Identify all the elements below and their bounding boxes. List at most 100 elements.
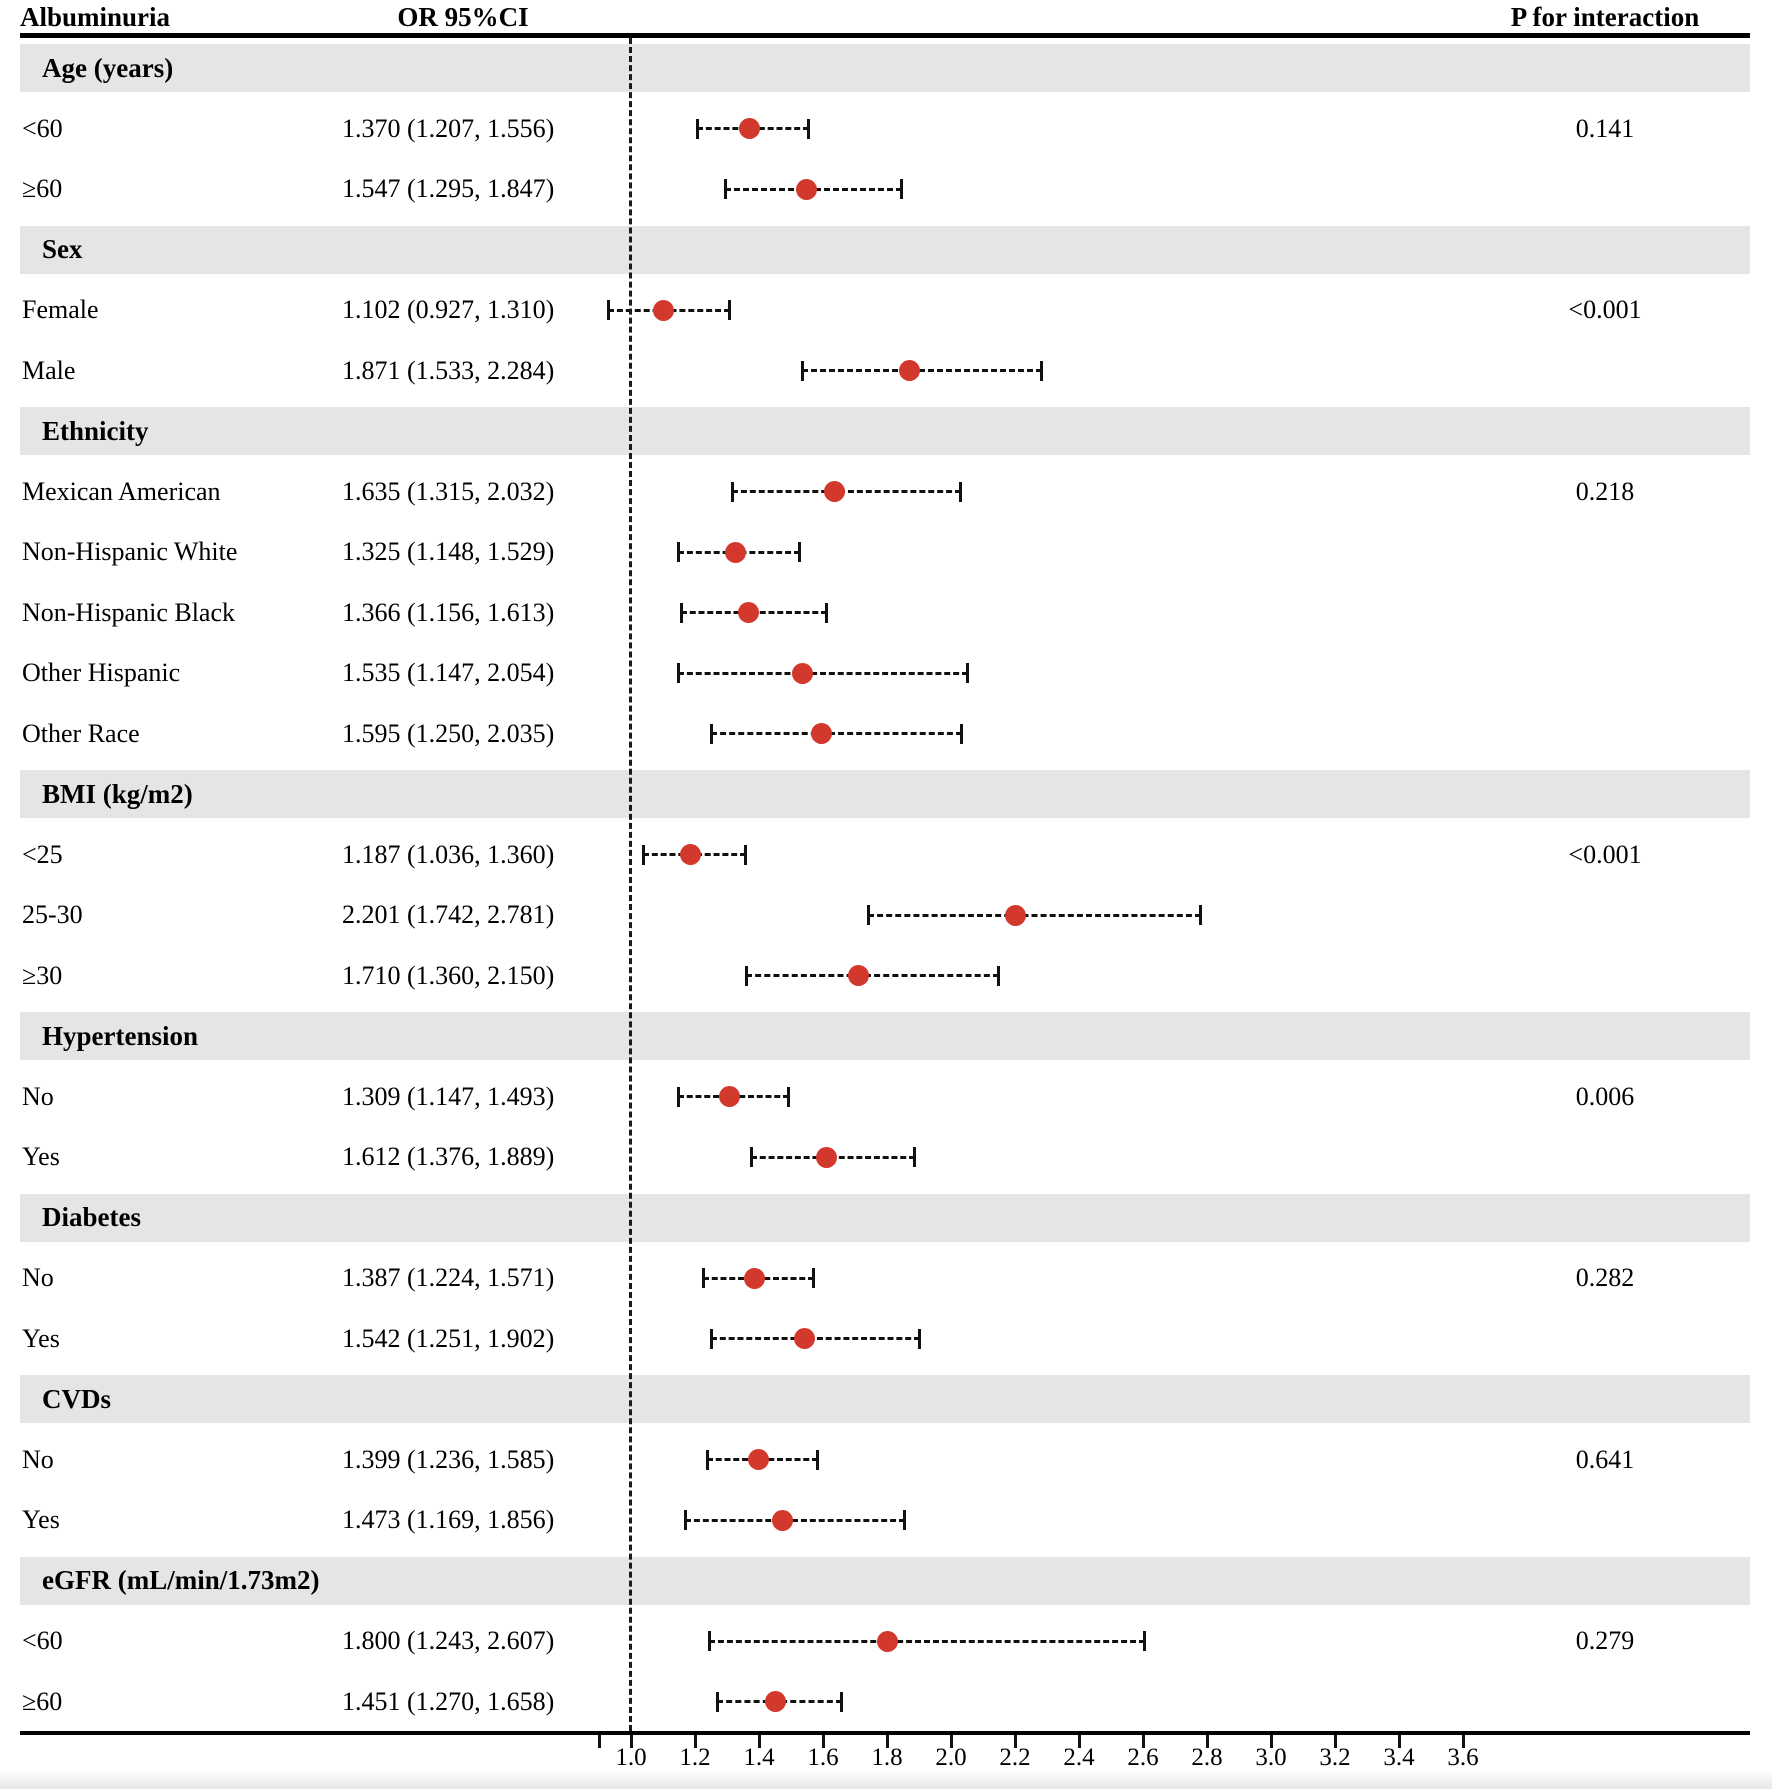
- or-ci-value: 1.387 (1.224, 1.571): [342, 1263, 555, 1293]
- axis-tick: [630, 1735, 633, 1748]
- or-point: [738, 118, 760, 140]
- axis-tick: [822, 1735, 825, 1748]
- or-point: [748, 1449, 770, 1471]
- subgroup-label: Non-Hispanic Black: [22, 597, 236, 627]
- axis-tick: [1334, 1735, 1337, 1748]
- group-band: eGFR (mL/min/1.73m2): [20, 1556, 1750, 1605]
- ci-cap-high: [806, 118, 810, 139]
- ci-cap-low: [724, 179, 728, 200]
- ci-cap-high: [997, 965, 1000, 986]
- ci-cap-low: [710, 1328, 714, 1349]
- ci-cap-low: [705, 1449, 709, 1470]
- axis-tick-label: 1.0: [615, 1744, 647, 1771]
- axis-tick: [886, 1735, 889, 1748]
- ci-cap-low: [867, 905, 871, 926]
- subgroup-label: Male: [22, 355, 76, 385]
- or-ci-value: 1.871 (1.533, 2.284): [342, 355, 555, 385]
- group-band: Ethnicity: [20, 407, 1750, 455]
- or-ci-value: 1.542 (1.251, 1.902): [342, 1323, 555, 1353]
- or-ci-value: 1.710 (1.360, 2.150): [342, 960, 555, 990]
- or-ci-value: 1.635 (1.315, 2.032): [342, 476, 555, 506]
- ci-cap-low: [677, 663, 681, 684]
- axis-tick: [1206, 1735, 1209, 1748]
- group-label: Hypertension: [42, 1020, 199, 1051]
- group-label: eGFR (mL/min/1.73m2): [42, 1565, 320, 1595]
- ci-cap-low: [800, 360, 804, 381]
- ci-cap-high: [839, 1691, 843, 1712]
- subgroup-label: 25-30: [22, 900, 83, 930]
- ci-cap-low: [716, 1691, 720, 1712]
- or-point: [744, 1267, 766, 1289]
- top-rule: [20, 33, 1750, 38]
- column-header-or-ci: OR 95%CI: [397, 2, 529, 32]
- axis-tick-label: 2.6: [1127, 1744, 1159, 1771]
- ci-cap-low: [677, 542, 681, 563]
- or-ci-value: 1.366 (1.156, 1.613): [342, 597, 555, 627]
- axis-minor-tick: [598, 1735, 601, 1748]
- ci-cap-high: [902, 1510, 906, 1531]
- ci-cap-low: [679, 602, 683, 623]
- or-point: [795, 178, 817, 200]
- subgroup-label: <60: [22, 1626, 63, 1656]
- column-header-p-interaction: P for interaction: [1510, 2, 1700, 32]
- axis-tick-label: 3.6: [1447, 1744, 1479, 1771]
- axis-tick: [1462, 1735, 1465, 1748]
- ci-cap-high: [811, 1268, 815, 1289]
- axis-tick: [1398, 1735, 1401, 1748]
- ci-cap-low: [641, 844, 645, 865]
- ci-cap-high: [900, 179, 904, 200]
- or-ci-value: 1.612 (1.376, 1.889): [342, 1142, 555, 1172]
- subgroup-label: No: [22, 1444, 54, 1474]
- subgroup-label: Yes: [22, 1323, 60, 1353]
- group-band: BMI (kg/m2): [20, 770, 1750, 818]
- axis-tick-label: 2.4: [1063, 1744, 1095, 1771]
- axis-tick: [1014, 1735, 1017, 1748]
- axis-tick: [1270, 1735, 1273, 1748]
- ci-cap-low: [684, 1510, 688, 1531]
- p-interaction-value: <0.001: [1568, 839, 1642, 869]
- axis-tick: [1142, 1735, 1145, 1748]
- or-point: [680, 844, 702, 866]
- or-ci-value: 1.309 (1.147, 1.493): [342, 1081, 555, 1111]
- group-band: CVDs: [20, 1375, 1750, 1423]
- ci-whisker: [678, 671, 969, 675]
- ci-cap-low: [730, 481, 734, 502]
- or-point: [791, 662, 813, 684]
- group-label: Ethnicity: [42, 415, 149, 446]
- ci-cap-high: [798, 542, 802, 563]
- ci-cap-high: [917, 1328, 921, 1349]
- subgroup-label: <60: [22, 113, 63, 143]
- or-point: [719, 1086, 741, 1108]
- or-point: [737, 602, 759, 624]
- axis-tick-label: 2.2: [999, 1744, 1031, 1771]
- ci-cap-low: [750, 1147, 754, 1168]
- or-point: [764, 1691, 786, 1713]
- ci-cap-high: [744, 844, 748, 865]
- ci-cap-high: [825, 602, 829, 623]
- ci-cap-low: [606, 300, 610, 321]
- or-ci-value: 1.451 (1.270, 1.658): [342, 1686, 555, 1716]
- ci-cap-high: [966, 663, 970, 684]
- subgroup-label: No: [22, 1263, 54, 1293]
- group-label: Diabetes: [42, 1202, 141, 1232]
- ci-whisker: [711, 1337, 920, 1341]
- ci-whisker: [711, 732, 963, 736]
- axis-tick: [694, 1735, 697, 1748]
- bottom-rule: [20, 1731, 1750, 1735]
- ci-cap-low: [707, 1631, 711, 1652]
- or-ci-value: 1.370 (1.207, 1.556): [342, 113, 555, 143]
- ci-cap-high: [913, 1147, 917, 1168]
- ci-whisker: [868, 913, 1201, 917]
- ci-cap-low: [745, 965, 749, 986]
- subgroup-label: Mexican American: [22, 476, 221, 506]
- axis-tick-label: 2.8: [1191, 1744, 1223, 1771]
- or-ci-value: 1.547 (1.295, 1.847): [342, 174, 555, 204]
- subgroup-label: Yes: [22, 1505, 60, 1535]
- ci-cap-low: [696, 118, 700, 139]
- ci-cap-low: [677, 1086, 681, 1107]
- p-interaction-value: 0.282: [1575, 1263, 1635, 1293]
- group-label: CVDs: [42, 1383, 112, 1414]
- ci-whisker: [685, 1518, 905, 1522]
- p-interaction-value: 0.641: [1575, 1444, 1635, 1474]
- axis-tick-label: 1.8: [871, 1744, 903, 1771]
